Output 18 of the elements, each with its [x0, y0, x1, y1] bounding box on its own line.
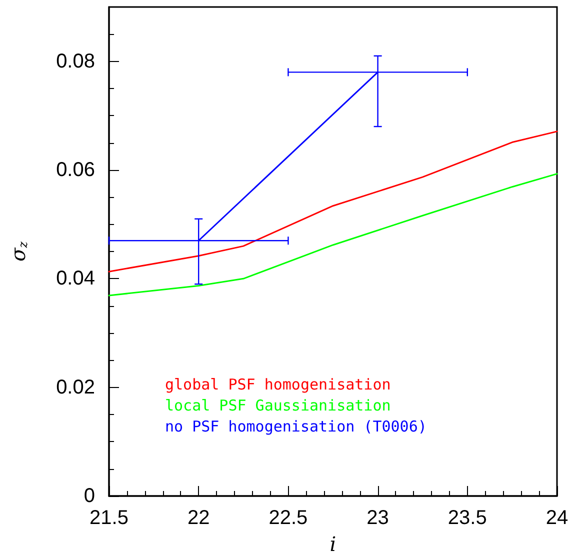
x-tick-label: 23 [366, 507, 389, 529]
text: no PSF homogenisation (T0006) [165, 418, 427, 436]
x-tick-label: 21.5 [90, 507, 128, 529]
text: global PSF homogenisation [165, 376, 391, 394]
x-tick-label: 22 [187, 507, 210, 529]
text: local PSF Gaussianisation [165, 396, 391, 414]
y-tick-label: 0.06 [56, 159, 95, 181]
y-tick-label: 0.02 [56, 376, 95, 398]
x-tick-label: 24 [546, 507, 568, 529]
line-series [108, 130, 558, 272]
x-tick-label: 23.5 [448, 507, 487, 529]
line-series [108, 173, 558, 296]
y-axis-title: σz [6, 240, 30, 262]
y-tick-label: 0.08 [56, 50, 95, 72]
x-tick-label: 22.5 [268, 507, 308, 529]
y-tick-label: 0.04 [56, 268, 95, 290]
y-tick-label: 0 [84, 485, 95, 507]
x-axis-title: i [330, 532, 336, 556]
